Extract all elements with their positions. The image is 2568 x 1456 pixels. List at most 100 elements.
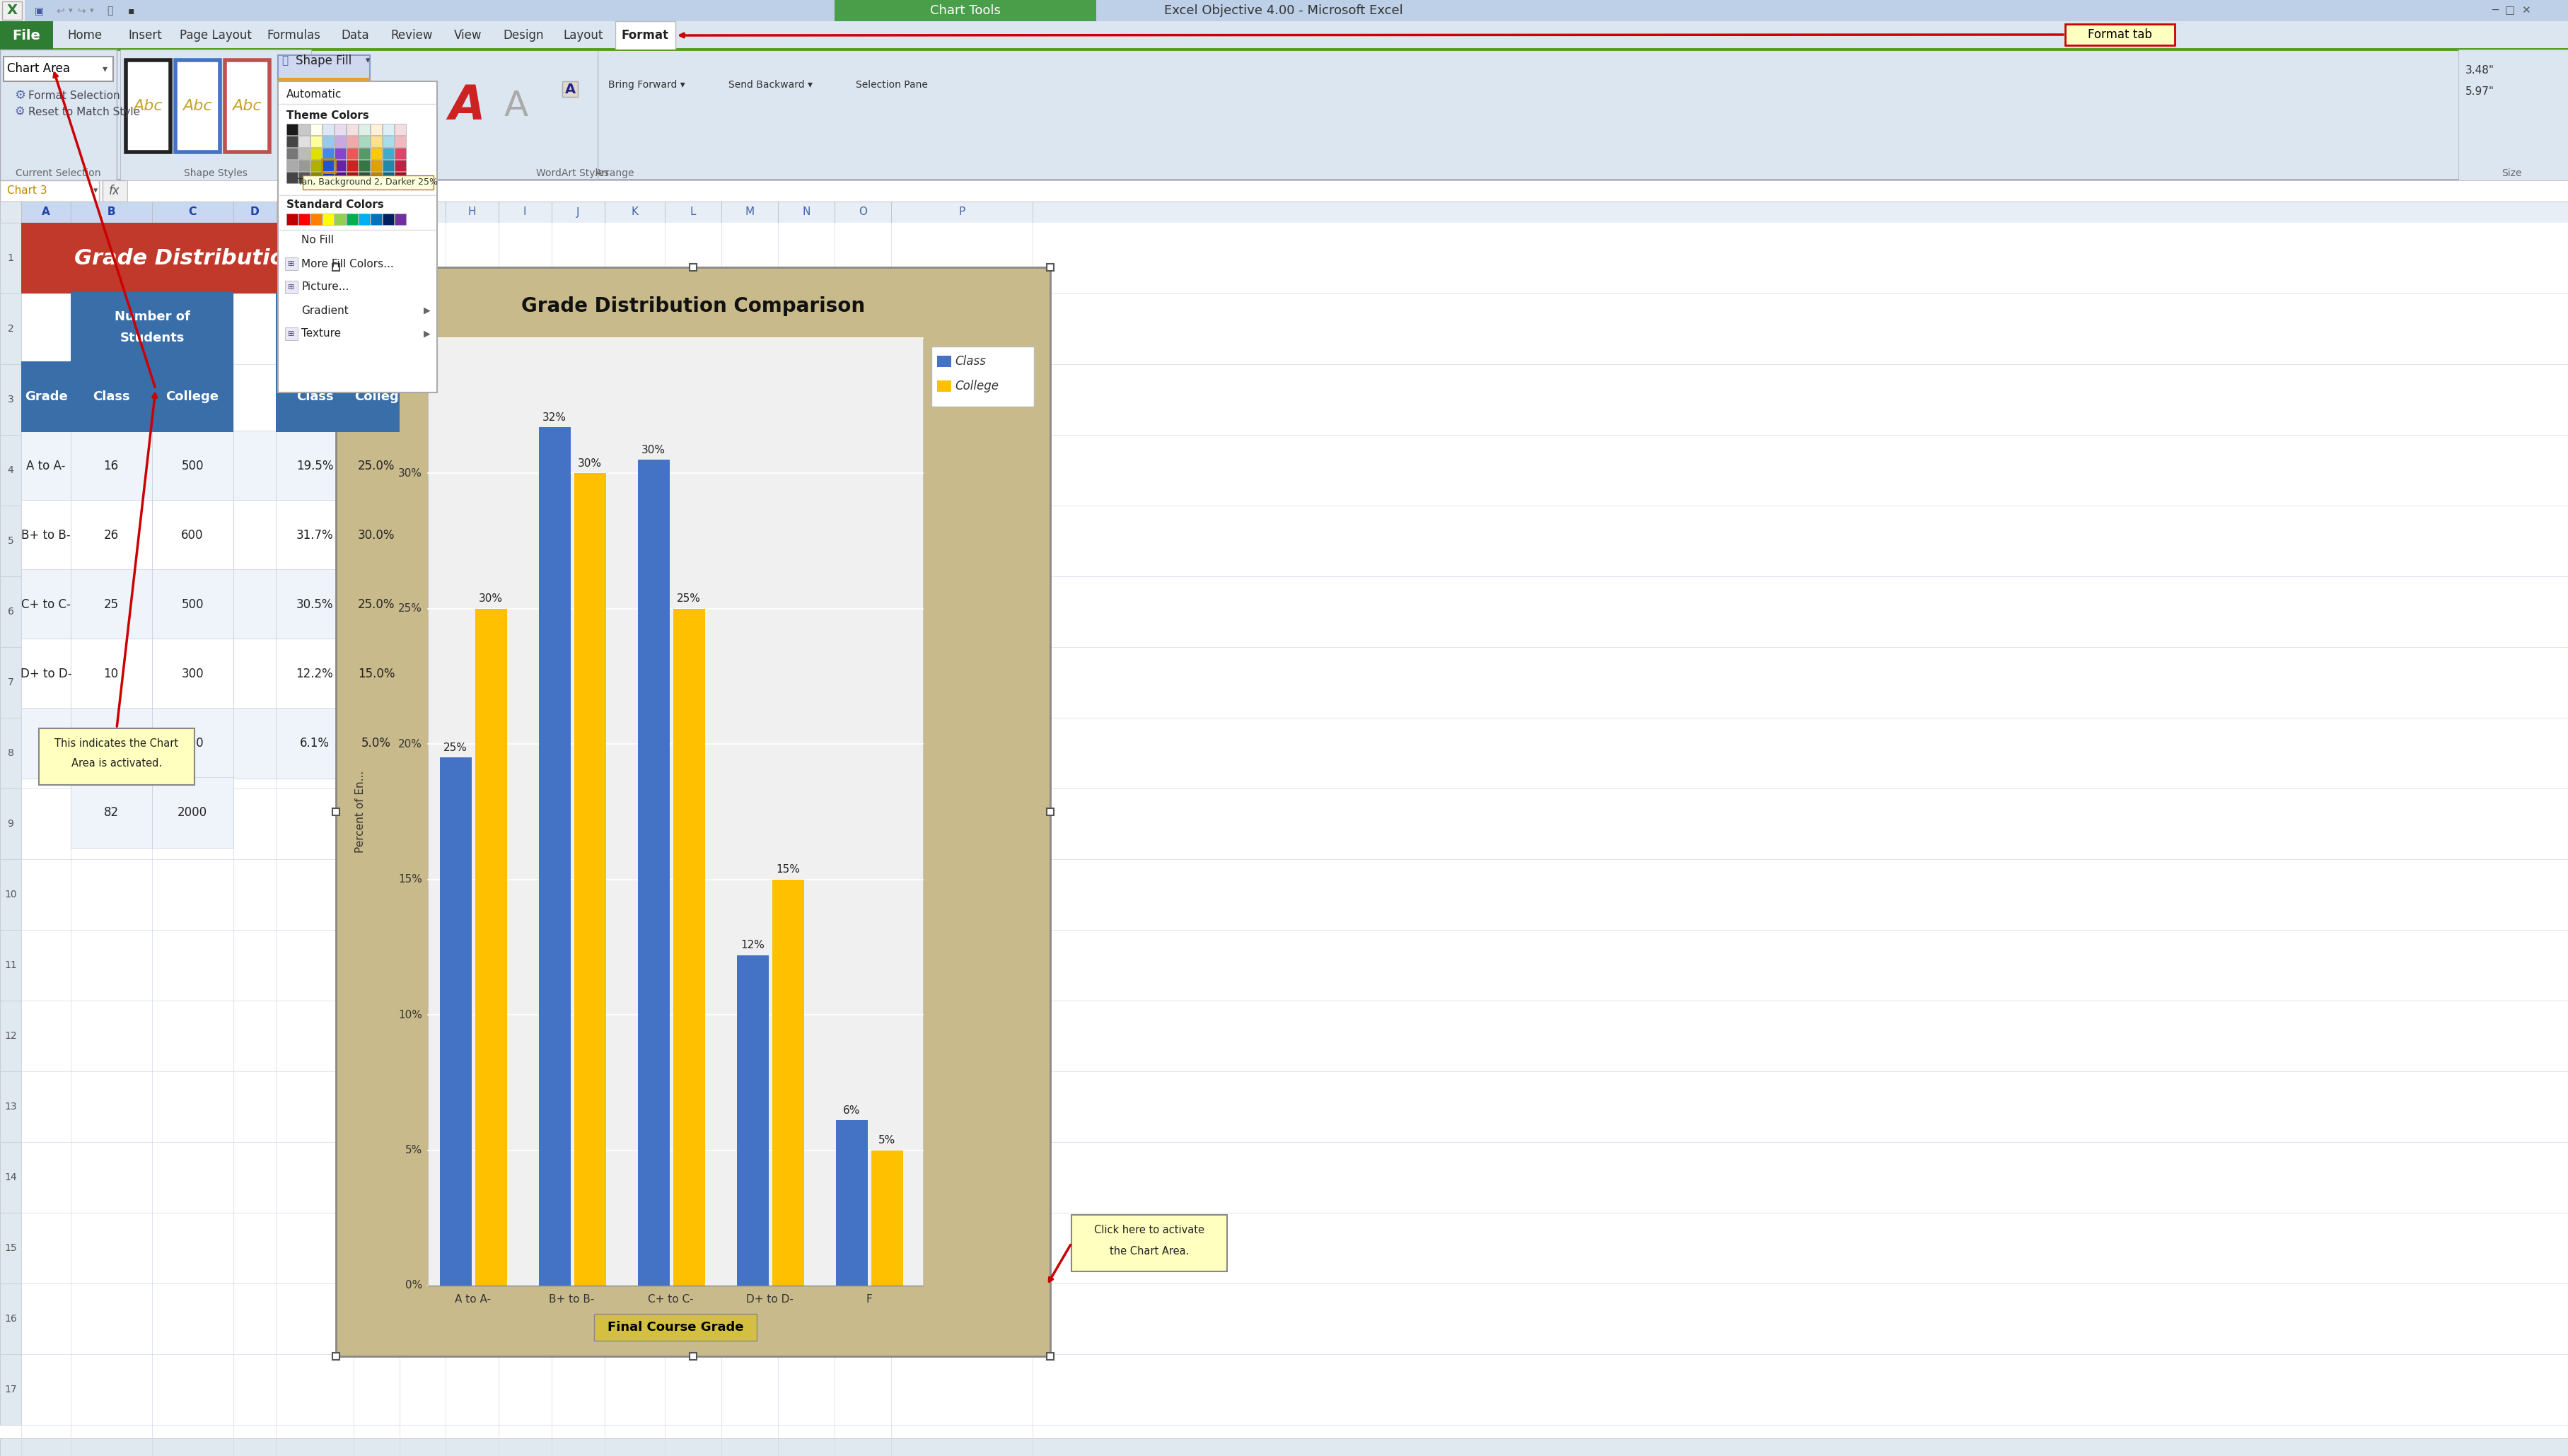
Text: ⚙: ⚙	[15, 89, 26, 102]
Bar	[275, 361, 354, 432]
Bar	[152, 569, 234, 641]
Bar	[395, 124, 406, 135]
Bar	[383, 160, 393, 172]
Text: Standard Colors: Standard Colors	[288, 199, 383, 210]
Text: A: A	[449, 83, 485, 130]
Bar	[0, 0, 26, 22]
Bar	[562, 82, 578, 98]
Text: Class: Class	[955, 355, 986, 368]
Bar	[72, 778, 152, 847]
Text: Arrange: Arrange	[596, 169, 634, 178]
Bar	[21, 431, 72, 501]
Text: Chart Area: Chart Area	[8, 63, 69, 74]
Bar	[0, 789, 21, 859]
Bar	[288, 149, 298, 159]
Bar	[429, 338, 922, 1286]
Text: 19.5%: 19.5%	[295, 460, 334, 472]
Text: D: D	[252, 207, 259, 217]
Text: 25%: 25%	[444, 743, 467, 753]
Bar	[778, 201, 835, 223]
Text: Layout: Layout	[562, 29, 603, 42]
Bar	[835, 1121, 868, 1286]
Text: F: F	[372, 207, 380, 217]
Bar	[234, 639, 275, 709]
Text: Selection Pane: Selection Pane	[855, 80, 927, 90]
Text: 10: 10	[103, 667, 118, 680]
Bar	[336, 268, 1050, 1357]
Bar	[334, 135, 347, 147]
Text: ▾: ▾	[90, 7, 95, 15]
Bar	[311, 160, 321, 172]
Text: ⊞: ⊞	[288, 261, 295, 268]
Bar	[72, 201, 152, 223]
Text: Design: Design	[503, 29, 544, 42]
Bar	[3, 57, 113, 82]
Bar	[303, 175, 434, 189]
Bar	[21, 569, 72, 641]
Bar	[72, 201, 152, 223]
Text: D+ to D-: D+ to D-	[747, 1294, 794, 1305]
Bar	[298, 135, 311, 147]
Bar	[0, 1283, 21, 1354]
Text: Number of: Number of	[113, 310, 190, 323]
Text: Tan, Background 2, Darker 25%: Tan, Background 2, Darker 25%	[298, 178, 437, 186]
Bar	[395, 135, 406, 147]
Bar	[311, 172, 321, 183]
Text: File: File	[13, 29, 41, 42]
Text: 17: 17	[5, 1385, 18, 1395]
Bar	[152, 499, 234, 571]
Bar	[737, 955, 768, 1286]
Text: More Fill Colors...: More Fill Colors...	[300, 259, 393, 269]
Bar	[370, 214, 383, 224]
Bar	[835, 0, 1097, 22]
Text: 16: 16	[5, 1313, 18, 1324]
Bar	[285, 281, 298, 294]
Bar	[0, 1439, 2568, 1456]
Bar	[0, 435, 21, 505]
Bar	[275, 293, 401, 363]
Text: M: M	[745, 207, 755, 217]
Text: A to A-: A to A-	[26, 460, 67, 472]
Text: 🖨: 🖨	[108, 6, 113, 16]
Text: Texture: Texture	[300, 329, 342, 339]
Text: 2: 2	[8, 323, 13, 333]
Bar	[234, 708, 275, 779]
Text: Chart Tools: Chart Tools	[930, 4, 1002, 17]
Text: H: H	[467, 207, 475, 217]
Text: Page Layout: Page Layout	[180, 29, 252, 42]
Text: A to A-: A to A-	[455, 1294, 490, 1305]
Text: I: I	[524, 207, 526, 217]
Bar	[354, 201, 401, 223]
Text: 300: 300	[182, 667, 203, 680]
Bar	[370, 135, 383, 147]
Text: Grade Distribution Comparison: Grade Distribution Comparison	[521, 296, 865, 316]
Bar	[360, 149, 370, 159]
Text: B+ to B-: B+ to B-	[550, 1294, 596, 1305]
Text: P: P	[958, 207, 966, 217]
Bar	[360, 160, 370, 172]
Text: Abc: Abc	[134, 99, 162, 114]
Text: fx: fx	[108, 185, 121, 198]
Text: ⊞: ⊞	[288, 331, 295, 338]
Bar	[234, 201, 275, 223]
Text: Shape Styles: Shape Styles	[185, 169, 247, 178]
Text: F: F	[372, 207, 380, 217]
Bar	[275, 639, 354, 709]
Text: ▾: ▾	[103, 64, 108, 74]
Bar	[324, 214, 334, 224]
Bar	[285, 328, 298, 341]
Bar	[288, 124, 298, 135]
Text: ▾: ▾	[365, 57, 370, 66]
Text: Students: Students	[121, 332, 185, 345]
Bar	[0, 930, 21, 1000]
Bar	[288, 160, 298, 172]
Text: ↩: ↩	[56, 6, 64, 16]
Text: Current Selection: Current Selection	[15, 169, 100, 178]
Bar	[665, 201, 722, 223]
Text: K: K	[632, 207, 637, 217]
Bar	[603, 201, 665, 223]
Text: ─  □  ✕: ─ □ ✕	[2491, 6, 2532, 16]
Bar	[103, 181, 128, 201]
Bar	[360, 172, 370, 183]
Bar	[0, 364, 21, 435]
